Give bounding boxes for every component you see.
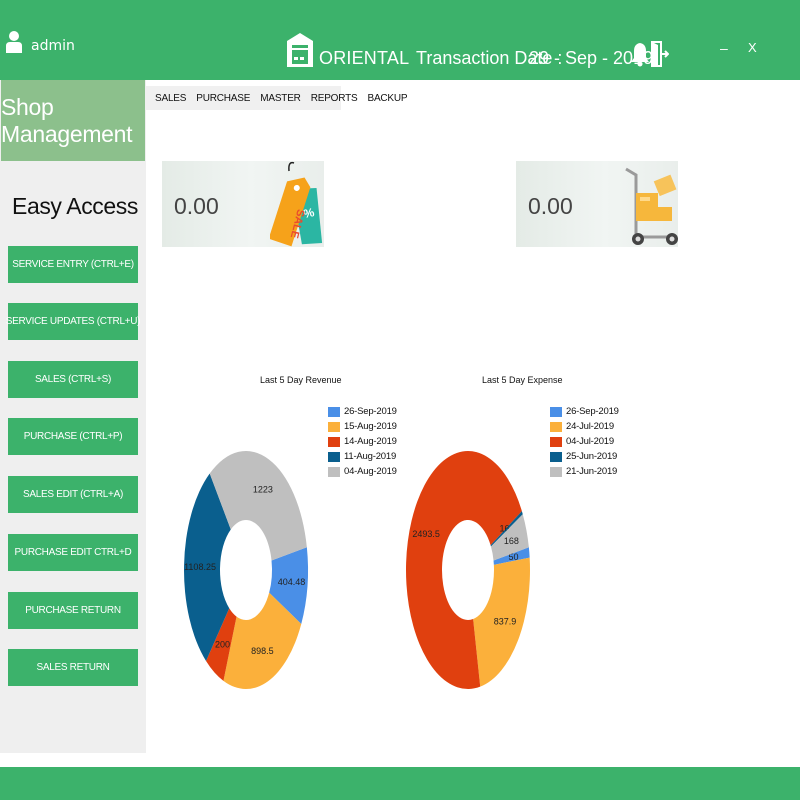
slice-value-label: 168 [504, 536, 519, 546]
donut-slice [473, 557, 530, 687]
revenue-donut-chart: 404.48 898.5 200 1108.25 1223 [184, 451, 308, 689]
user-icon [6, 31, 22, 53]
legend-label: 04-Jul-2019 [566, 436, 614, 447]
close-button[interactable]: X [748, 40, 757, 55]
legend-item: 26-Sep-2019 [328, 404, 397, 419]
revenue-legend: 26-Sep-2019 15-Aug-2019 14-Aug-2019 11-A… [328, 404, 397, 479]
legend-label: 11-Aug-2019 [344, 451, 397, 462]
donut-slice [206, 608, 237, 681]
revenue-chart-title: Last 5 Day Revenue [260, 375, 342, 385]
legend-item: 26-Sep-2019 [550, 404, 619, 419]
legend-swatch [550, 466, 562, 477]
menu-master[interactable]: MASTER [260, 92, 301, 104]
purchase-edit-button[interactable]: PURCHASE EDIT CTRL+D [8, 534, 138, 571]
purchase-button[interactable]: PURCHASE (CTRL+P) [8, 418, 138, 455]
sales-return-button[interactable]: SALES RETURN [8, 649, 138, 686]
sales-summary-card: 0.00 % SALE [162, 161, 324, 247]
legend-swatch [550, 451, 562, 462]
transaction-date-label: Transaction Date : [416, 48, 563, 68]
sales-button[interactable]: SALES (CTRL+S) [8, 361, 138, 398]
legend-item: 15-Aug-2019 [328, 419, 397, 434]
transaction-date: 29 - Sep - 2019 [529, 48, 654, 68]
legend-swatch [328, 466, 340, 477]
legend-swatch [328, 421, 340, 432]
sales-edit-button[interactable]: SALES EDIT (CTRL+A) [8, 476, 138, 513]
expense-chart-title: Last 5 Day Expense [482, 375, 563, 385]
legend-label: 24-Jul-2019 [566, 421, 614, 432]
menu-reports[interactable]: REPORTS [310, 92, 358, 104]
legend-label: 26-Sep-2019 [566, 406, 619, 417]
legend-item: 25-Jun-2019 [550, 449, 619, 464]
legend-swatch [550, 406, 562, 417]
legend-swatch [328, 406, 340, 417]
legend-swatch [328, 451, 340, 462]
donut-slice [490, 514, 529, 561]
menu-bar: SALES PURCHASE MASTER REPORTS BACKUP [146, 86, 408, 110]
donut-slice [209, 451, 307, 561]
legend-label: 14-Aug-2019 [344, 436, 397, 447]
store-icon [287, 33, 313, 67]
menu-purchase[interactable]: PURCHASE [196, 92, 251, 104]
donut-slice [184, 473, 231, 662]
donut-slice [223, 592, 302, 689]
slice-value-label: 1223 [253, 485, 273, 495]
sale-tag-icon: % SALE [270, 161, 323, 247]
legend-swatch [550, 436, 562, 447]
brand-name: ORIENTAL [319, 48, 410, 68]
donut-slice [493, 547, 530, 565]
purchase-summary-card: 0.00 [516, 161, 678, 247]
easy-access-heading: Easy Access [12, 193, 138, 219]
service-entry-button[interactable]: SERVICE ENTRY (CTRL+E) [8, 246, 138, 283]
svg-text:%: % [302, 205, 316, 221]
hand-truck-boxes-icon [625, 167, 678, 245]
legend-label: 15-Aug-2019 [344, 421, 397, 432]
legend-label: 25-Jun-2019 [566, 451, 618, 462]
legend-label: 04-Aug-2019 [344, 466, 397, 477]
donut-slice [406, 451, 522, 689]
service-updates-button[interactable]: SERVICE UPDATES (CTRL+U) [6, 303, 141, 340]
legend-label: 26-Sep-2019 [344, 406, 397, 417]
slice-value-label: 16.8 [500, 523, 518, 533]
sidebar: Shop Management Easy Access SERVICE ENTR… [0, 80, 146, 753]
expense-legend: 26-Sep-2019 24-Jul-2019 04-Jul-2019 25-J… [550, 404, 619, 479]
legend-swatch [328, 436, 340, 447]
logout-icon[interactable] [651, 41, 669, 67]
legend-item: 21-Jun-2019 [550, 464, 619, 479]
status-bar [0, 767, 800, 800]
legend-item: 24-Jul-2019 [550, 419, 619, 434]
menu-sales[interactable]: SALES [155, 92, 187, 104]
legend-swatch [550, 421, 562, 432]
legend-label: 21-Jun-2019 [566, 466, 618, 477]
legend-item: 04-Jul-2019 [550, 434, 619, 449]
legend-item: 11-Aug-2019 [328, 449, 397, 464]
slice-value-label: 2493.5 [412, 529, 440, 539]
sales-total-value: 0.00 [174, 193, 219, 219]
expense-donut-chart: 50 837.9 2493.5 16.8 168 [406, 451, 530, 689]
slice-value-label: 50 [508, 552, 518, 562]
title-bar: admin ORIENTAL Transaction Date : 29 - S… [0, 0, 800, 80]
purchase-return-button[interactable]: PURCHASE RETURN [8, 592, 138, 629]
slice-value-label: 200 [215, 639, 230, 649]
donut-slice [269, 547, 308, 624]
slice-value-label: 837.9 [494, 616, 517, 626]
legend-item: 14-Aug-2019 [328, 434, 397, 449]
menu-backup[interactable]: BACKUP [367, 92, 408, 104]
slice-value-label: 1108.25 [184, 562, 216, 572]
minimize-button[interactable]: – [720, 40, 728, 56]
sidebar-title: Shop Management [1, 80, 145, 161]
legend-item: 04-Aug-2019 [328, 464, 397, 479]
slice-value-label: 898.5 [251, 646, 274, 656]
slice-value-label: 404.48 [278, 577, 306, 587]
user-name: admin [31, 38, 75, 54]
bell-icon[interactable] [630, 41, 650, 67]
donut-slice [490, 511, 523, 547]
purchase-total-value: 0.00 [528, 193, 573, 219]
